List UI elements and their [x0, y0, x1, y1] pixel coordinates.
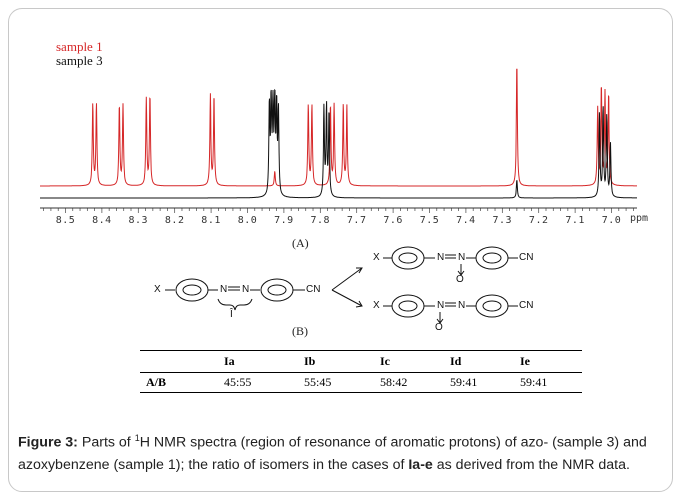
table-header: Ib: [304, 350, 380, 373]
legend-sample-3: sample 3: [56, 54, 103, 68]
substituent-x-upper: X: [373, 252, 380, 263]
table-cell: 59:41: [520, 372, 582, 393]
tick-label: 8.4: [92, 215, 112, 226]
table-header: Ic: [380, 350, 450, 373]
caption-text-1: Parts of: [77, 434, 135, 451]
legend-label-sample-3: sample 3: [56, 53, 103, 68]
tick-label: 7.9: [274, 215, 294, 226]
table-row: A/B 45:55 55:45 58:42 59:41 59:41: [140, 372, 582, 393]
series-sample-3: [40, 88, 637, 199]
tick-label: 8.2: [164, 215, 185, 226]
table-header: Id: [450, 350, 520, 373]
tick-label: 7.3: [492, 215, 513, 226]
tick-label: 7.0: [601, 215, 622, 226]
tick-label: 8.1: [201, 215, 221, 226]
table-header: Ia: [224, 350, 304, 373]
tick-label: 7.7: [346, 215, 367, 226]
panel-label-a: (A): [292, 236, 309, 250]
tick-label: 7.8: [310, 215, 331, 226]
figure-caption: Figure 3: Parts of 1H NMR spectra (regio…: [18, 427, 658, 476]
caption-label: Figure 3:: [18, 434, 78, 451]
reaction-scheme: [165, 246, 518, 324]
table-header: Ie: [520, 350, 582, 373]
figure-frame: [8, 8, 673, 492]
group-cn-lower: CN: [519, 300, 534, 311]
tick-label: 7.2: [528, 215, 549, 226]
atom-n-1: N: [220, 284, 228, 295]
caption-text-3: as derived from the NMR data.: [432, 456, 630, 473]
series-sample-1: [40, 68, 637, 187]
oxygen-lower: O: [435, 322, 443, 333]
table-cell: 45:55: [224, 372, 304, 393]
table-cell: 58:42: [380, 372, 450, 393]
isomer-ratio-table: Ia Ib Ic Id Ie A/B 45:55 55:45 58:42 59:…: [140, 350, 582, 393]
oxygen-upper: O: [456, 274, 464, 285]
table-cell: 59:41: [450, 372, 520, 393]
tick-label: 7.5: [419, 215, 440, 226]
tick-label: 8.5: [55, 215, 76, 226]
caption-text-2: H NMR spectra (region of resonance of ar…: [18, 434, 647, 473]
substituent-x-start: X: [154, 284, 161, 295]
atom-n-lower-1: N: [437, 300, 445, 311]
axis-ticks: [43, 208, 634, 213]
legend-sample-1: sample 1: [56, 40, 103, 54]
atom-n-lower-2: N: [458, 300, 466, 311]
atom-n-upper-1: N: [437, 252, 445, 263]
table-header: [140, 350, 224, 373]
tick-label: 8.3: [128, 215, 149, 226]
caption-bold: Ia-e: [408, 456, 433, 473]
caption-superscript: 1: [134, 433, 140, 443]
group-cn-upper: CN: [519, 252, 534, 263]
table-row-label: A/B: [140, 372, 224, 393]
tick-label: 7.4: [456, 215, 476, 226]
tick-label: 7.6: [383, 215, 403, 226]
tick-label: 7.1: [565, 215, 585, 226]
table-cell: 55:45: [304, 372, 380, 393]
group-cn-start: CN: [306, 284, 321, 295]
brace-label: Î: [230, 309, 233, 320]
axis-unit: ppm: [630, 213, 649, 224]
panel-label-b: (B): [292, 324, 308, 338]
legend-label-sample-1: sample 1: [56, 39, 103, 54]
atom-n-upper-2: N: [458, 252, 466, 263]
atom-n-2: N: [242, 284, 250, 295]
substituent-x-lower: X: [373, 300, 380, 311]
table-header-row: Ia Ib Ic Id Ie: [140, 350, 582, 373]
tick-label: 8.0: [237, 215, 258, 226]
